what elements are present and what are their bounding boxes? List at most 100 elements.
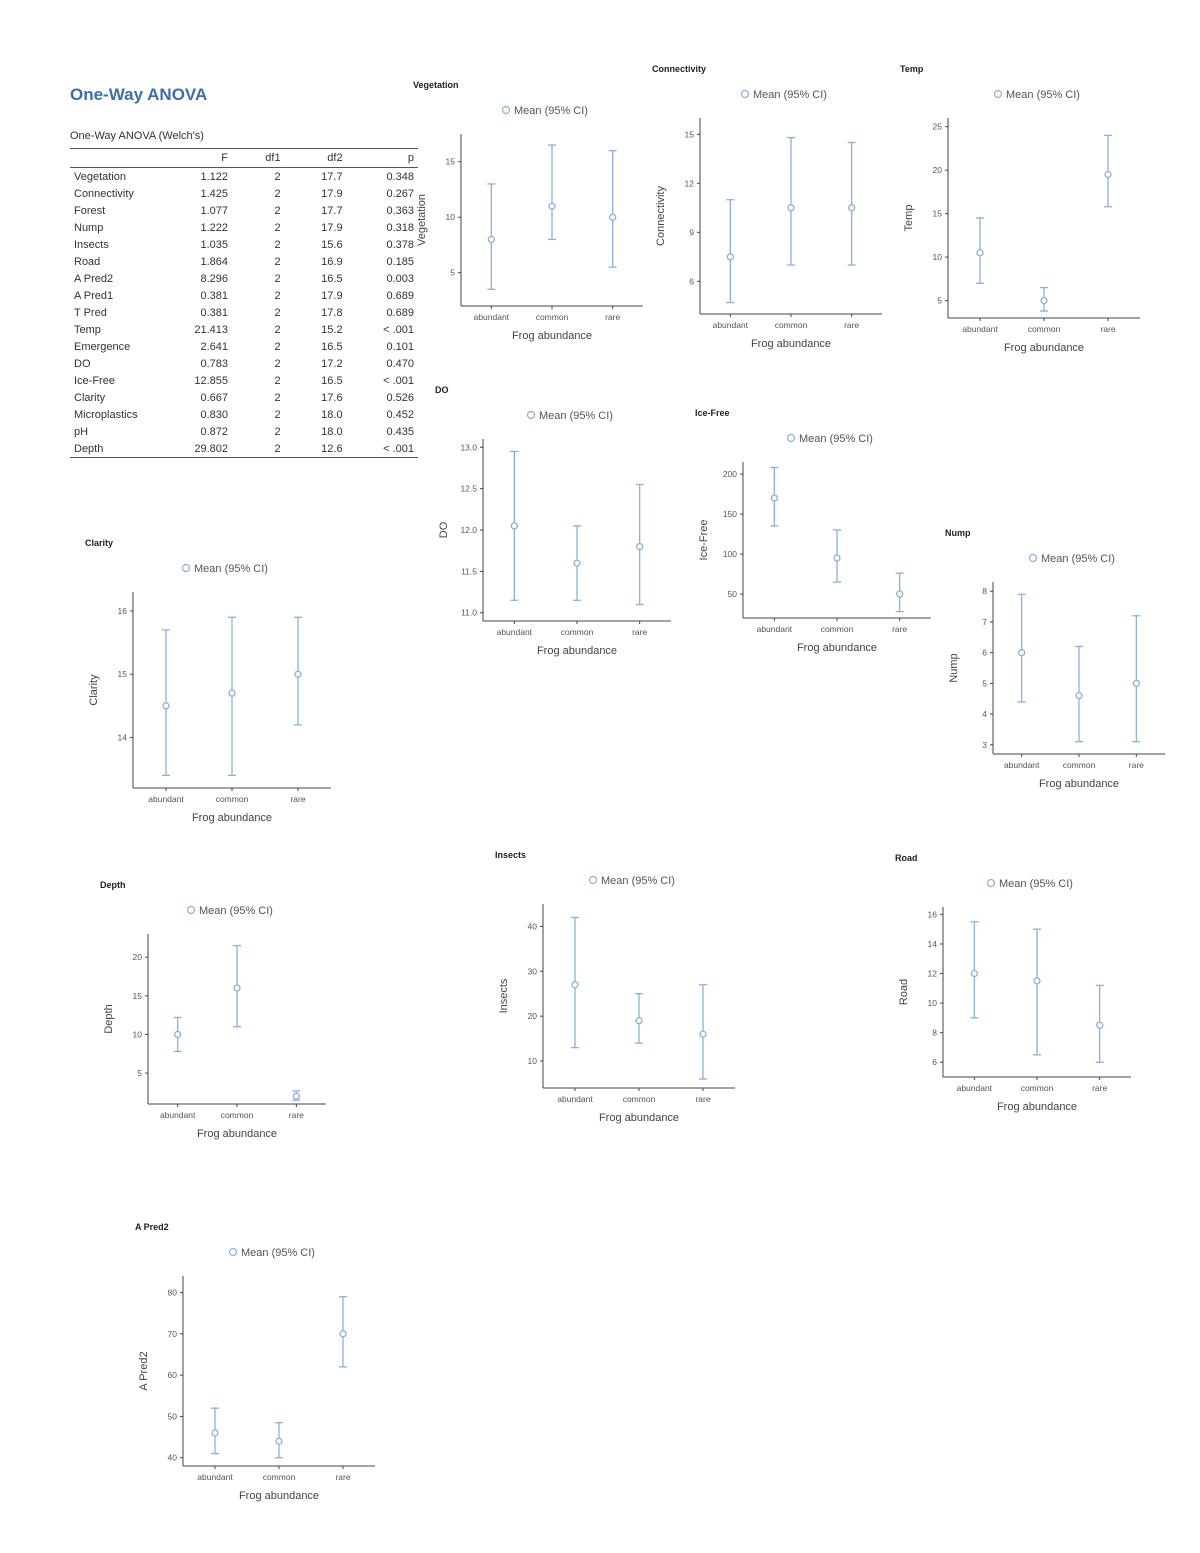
mean-point (174, 1030, 182, 1039)
row-name: Clarity (74, 391, 106, 404)
row-name: Forest (74, 204, 106, 217)
y-tick-label: 15 (446, 157, 456, 167)
col-header-df2: df2 (284, 148, 347, 168)
y-axis-label: Connectivity (655, 186, 667, 246)
chart-canvas-temp: Mean (95% CI) 5 10 15 20 25 abundant common rare… (903, 89, 1140, 354)
cell-f: 1.425 (200, 187, 228, 200)
cell-f: 1.864 (200, 255, 228, 268)
cell-df1: 2 (274, 425, 281, 438)
legend-label: Mean (95% CI) (601, 875, 675, 887)
x-tick-label: abundant (474, 312, 510, 322)
y-tick-label: 50 (168, 1411, 178, 1421)
x-tick-label: abundant (757, 624, 793, 634)
chart-insects: Insects Mean (95% CI) 10 20 30 40 abundant comm… (495, 850, 747, 1140)
legend-label: Mean (95% CI) (241, 1247, 315, 1259)
y-axis-label: Nump (948, 653, 960, 682)
y-tick-label: 12.0 (460, 525, 477, 535)
y-tick-label: 12 (928, 969, 938, 979)
x-tick-label: common (1063, 760, 1096, 770)
y-axis-label: A Pred2 (138, 1351, 150, 1390)
y-tick-label: 30 (528, 966, 538, 976)
legend-label: Mean (95% CI) (1041, 553, 1115, 565)
cell-p: 0.267 (386, 187, 414, 200)
legend-marker-icon (526, 410, 536, 420)
cell-p: 0.526 (386, 391, 414, 404)
cell-p: 0.689 (386, 289, 414, 302)
legend-marker-icon (501, 105, 511, 115)
mean-point (548, 202, 556, 210)
x-tick-label: common (536, 312, 569, 322)
x-tick-label: common (263, 1472, 296, 1482)
mean-point (970, 969, 978, 978)
cell-f: 0.872 (200, 425, 228, 438)
x-tick-label: abundant (713, 320, 749, 330)
cell-p: 0.318 (386, 221, 414, 234)
table-row: pH 0.872 2 18.0 0.435 (70, 423, 418, 440)
y-tick-label: 10 (933, 252, 943, 262)
x-tick-label: abundant (962, 324, 998, 334)
row-name: DO (74, 357, 91, 370)
y-tick-label: 6 (689, 276, 694, 286)
x-axis-label: Frog abundance (751, 338, 831, 350)
row-name: Ice-Free (74, 374, 115, 387)
y-tick-label: 10 (528, 1056, 538, 1066)
chart-depth: Depth Mean (95% CI) 5 10 15 20 abundant common r… (100, 880, 338, 1156)
y-tick-label: 14 (928, 939, 938, 949)
cell-f: 0.783 (200, 357, 228, 370)
y-tick-label: 14 (118, 732, 128, 742)
y-tick-label: 70 (168, 1329, 178, 1339)
cell-df2: 16.9 (321, 255, 343, 268)
table-row: Road 1.864 2 16.9 0.185 (70, 253, 418, 270)
mean-point (1033, 977, 1041, 985)
legend-marker-icon (986, 878, 996, 888)
y-axis-label: DO (438, 521, 450, 538)
cell-df1: 2 (274, 170, 281, 183)
table-row: Depth 29.802 2 12.6 < .001 (70, 440, 418, 458)
legend-marker-icon (993, 89, 1003, 99)
y-axis-label: Clarity (88, 674, 100, 706)
mean-point (896, 590, 904, 598)
chart-road: Road Mean (95% CI) 6 8 10 12 14 16 abundant commo… (895, 853, 1143, 1129)
cell-df2: 17.9 (321, 187, 343, 200)
legend-marker-icon (1028, 553, 1038, 563)
legend-marker-icon (740, 89, 750, 99)
mean-point (294, 670, 302, 678)
cell-p: 0.185 (386, 255, 414, 268)
chart-heading-clarity: Clarity (85, 538, 114, 548)
chart-canvas-vegetation: Mean (95% CI) 5 10 15 abundant common rare Vege… (416, 105, 643, 342)
x-axis-label: Frog abundance (192, 812, 272, 824)
mean-point (636, 542, 644, 551)
mean-point (976, 249, 984, 257)
cell-p: 0.348 (386, 170, 414, 183)
mean-point (510, 522, 518, 530)
x-tick-label: common (561, 627, 594, 637)
y-tick-label: 25 (933, 122, 943, 132)
cell-df1: 2 (274, 357, 281, 370)
y-tick-label: 5 (137, 1068, 142, 1078)
y-axis-label: Temp (903, 205, 915, 232)
row-name: Road (74, 255, 101, 268)
table-row: Forest 1.077 2 17.7 0.363 (70, 202, 418, 219)
row-name: Depth (70, 440, 169, 458)
chart-canvas-road: Mean (95% CI) 6 8 10 12 14 16 abundant common rar… (898, 878, 1131, 1113)
cell-df2: 17.8 (321, 306, 343, 319)
legend-label: Mean (95% CI) (199, 905, 273, 917)
x-tick-label: rare (1100, 324, 1115, 334)
mean-point (211, 1429, 219, 1437)
mean-point (635, 1017, 643, 1025)
cell-df1: 2 (274, 374, 281, 387)
cell-f: 1.222 (200, 221, 228, 234)
y-tick-label: 80 (168, 1288, 178, 1298)
cell-f: 1.077 (200, 204, 228, 217)
y-axis-label: Vegetation (416, 194, 428, 246)
y-tick-label: 6 (982, 648, 987, 658)
legend-marker-icon (588, 875, 598, 885)
cell-f: 1.122 (200, 170, 228, 183)
x-axis-label: Frog abundance (512, 330, 592, 342)
cell-f: 0.381 (200, 306, 228, 319)
mean-point (833, 554, 841, 562)
mean-point (609, 213, 617, 221)
col-header-F: F (168, 148, 232, 168)
